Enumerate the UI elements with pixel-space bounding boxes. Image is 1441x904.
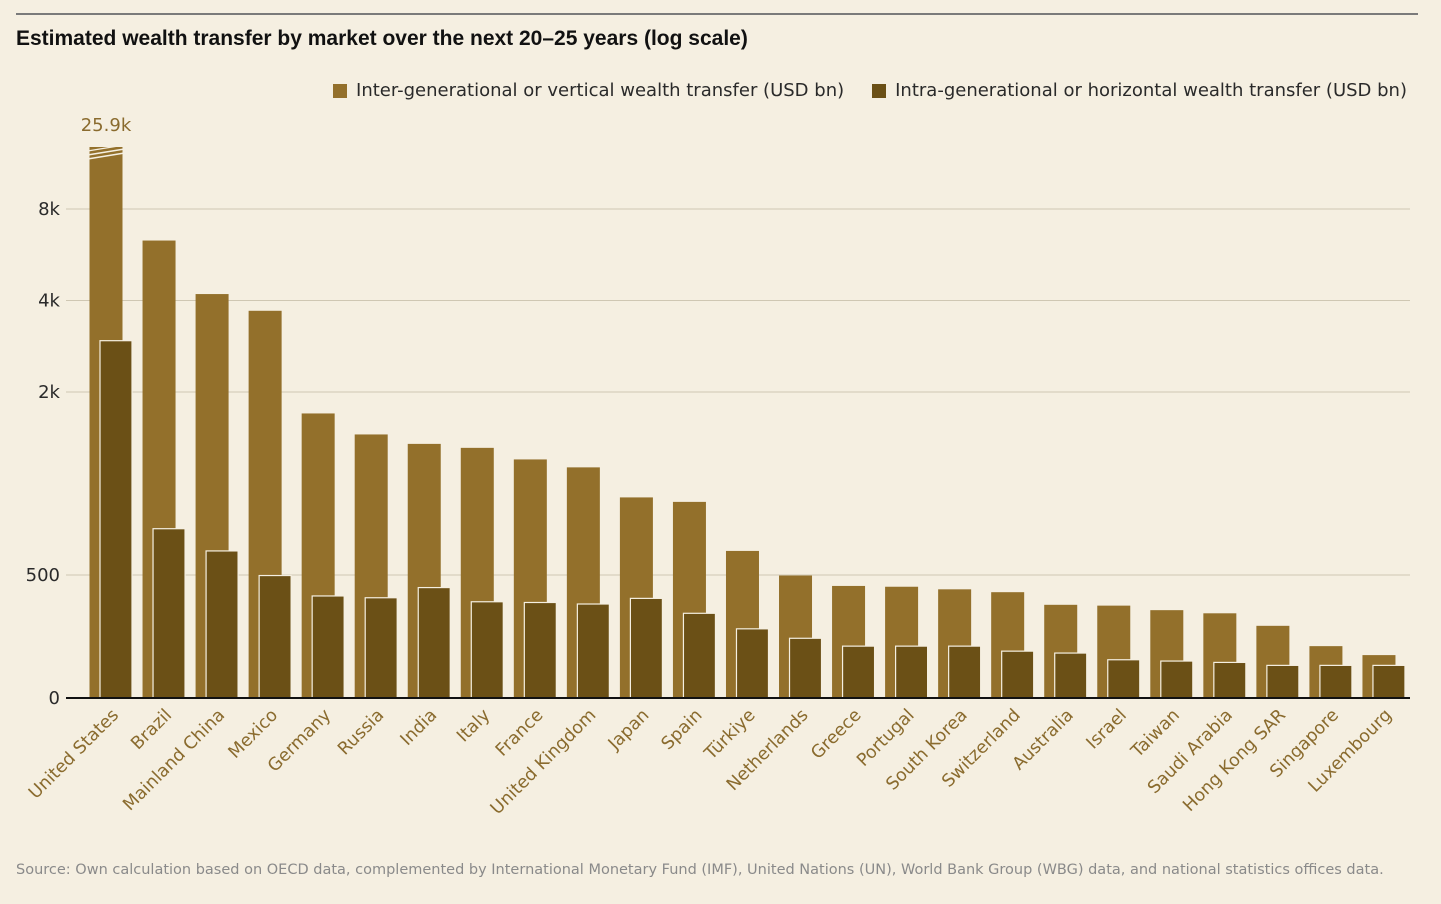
bar-intra-generational <box>99 340 133 699</box>
legend: Inter-generational or vertical wealth tr… <box>333 80 1407 101</box>
bar-intra-generational <box>417 586 451 699</box>
bar-intra-generational <box>364 597 398 699</box>
bar-intra-generational <box>894 645 929 699</box>
bar-intra-generational <box>152 528 186 699</box>
bar-intra-generational <box>1107 659 1141 699</box>
bar-intra-generational <box>523 601 557 699</box>
legend-label-inter: Inter-generational or vertical wealth tr… <box>356 80 845 101</box>
y-tick-label: 4k <box>38 291 60 312</box>
bar-intra-generational <box>1160 660 1194 699</box>
bar-intra-generational <box>1213 661 1247 699</box>
category-label: Russia <box>334 705 388 759</box>
y-tick-label: 2k <box>38 382 60 403</box>
bar-intra-generational <box>735 628 770 699</box>
category-label: Italy <box>453 705 494 746</box>
bar-intra-generational <box>629 597 664 699</box>
bar-intra-generational <box>948 645 982 699</box>
y-tick-label: 0 <box>49 688 60 709</box>
bar-intra-generational <box>258 574 292 699</box>
break-value-label: 25.9k <box>81 115 132 136</box>
bar-intra-generational <box>788 637 823 699</box>
bar-intra-generational <box>1054 652 1088 699</box>
bar-intra-generational <box>841 645 876 699</box>
y-tick-label: 500 <box>26 565 60 586</box>
legend-label-intra: Intra-generational or horizontal wealth … <box>895 80 1407 101</box>
category-label: Mainland China <box>119 705 229 815</box>
category-label: Brazil <box>127 705 176 754</box>
bar-intra-generational <box>470 601 504 699</box>
bar-intra-generational <box>205 550 239 699</box>
legend-item-intra: Intra-generational or horizontal wealth … <box>872 80 1407 101</box>
category-label: United States <box>25 705 123 803</box>
category-label: India <box>397 705 442 750</box>
bar-intra-generational <box>576 603 610 699</box>
axis-break-mark <box>87 144 125 152</box>
bar-intra-generational <box>1372 664 1406 699</box>
bar-intra-generational <box>311 595 345 699</box>
chart-title: Estimated wealth transfer by market over… <box>16 27 748 50</box>
bar-intra-generational <box>1319 664 1353 699</box>
y-tick-label: 8k <box>38 199 60 220</box>
bar-intra-generational <box>1001 650 1035 699</box>
category-label: Spain <box>658 705 707 754</box>
bar-intra-generational <box>1266 664 1300 699</box>
category-label: Japan <box>604 705 653 754</box>
legend-item-inter: Inter-generational or vertical wealth tr… <box>333 80 844 101</box>
axis-break-mark <box>87 152 125 160</box>
legend-swatch-intra <box>872 83 887 98</box>
top-rule <box>16 13 1418 15</box>
source-note: Source: Own calculation based on OECD da… <box>16 862 1384 878</box>
axis-break-mark <box>87 148 125 156</box>
category-label: Israel <box>1083 705 1131 753</box>
bar-intra-generational <box>682 612 717 699</box>
legend-swatch-inter <box>333 83 348 98</box>
